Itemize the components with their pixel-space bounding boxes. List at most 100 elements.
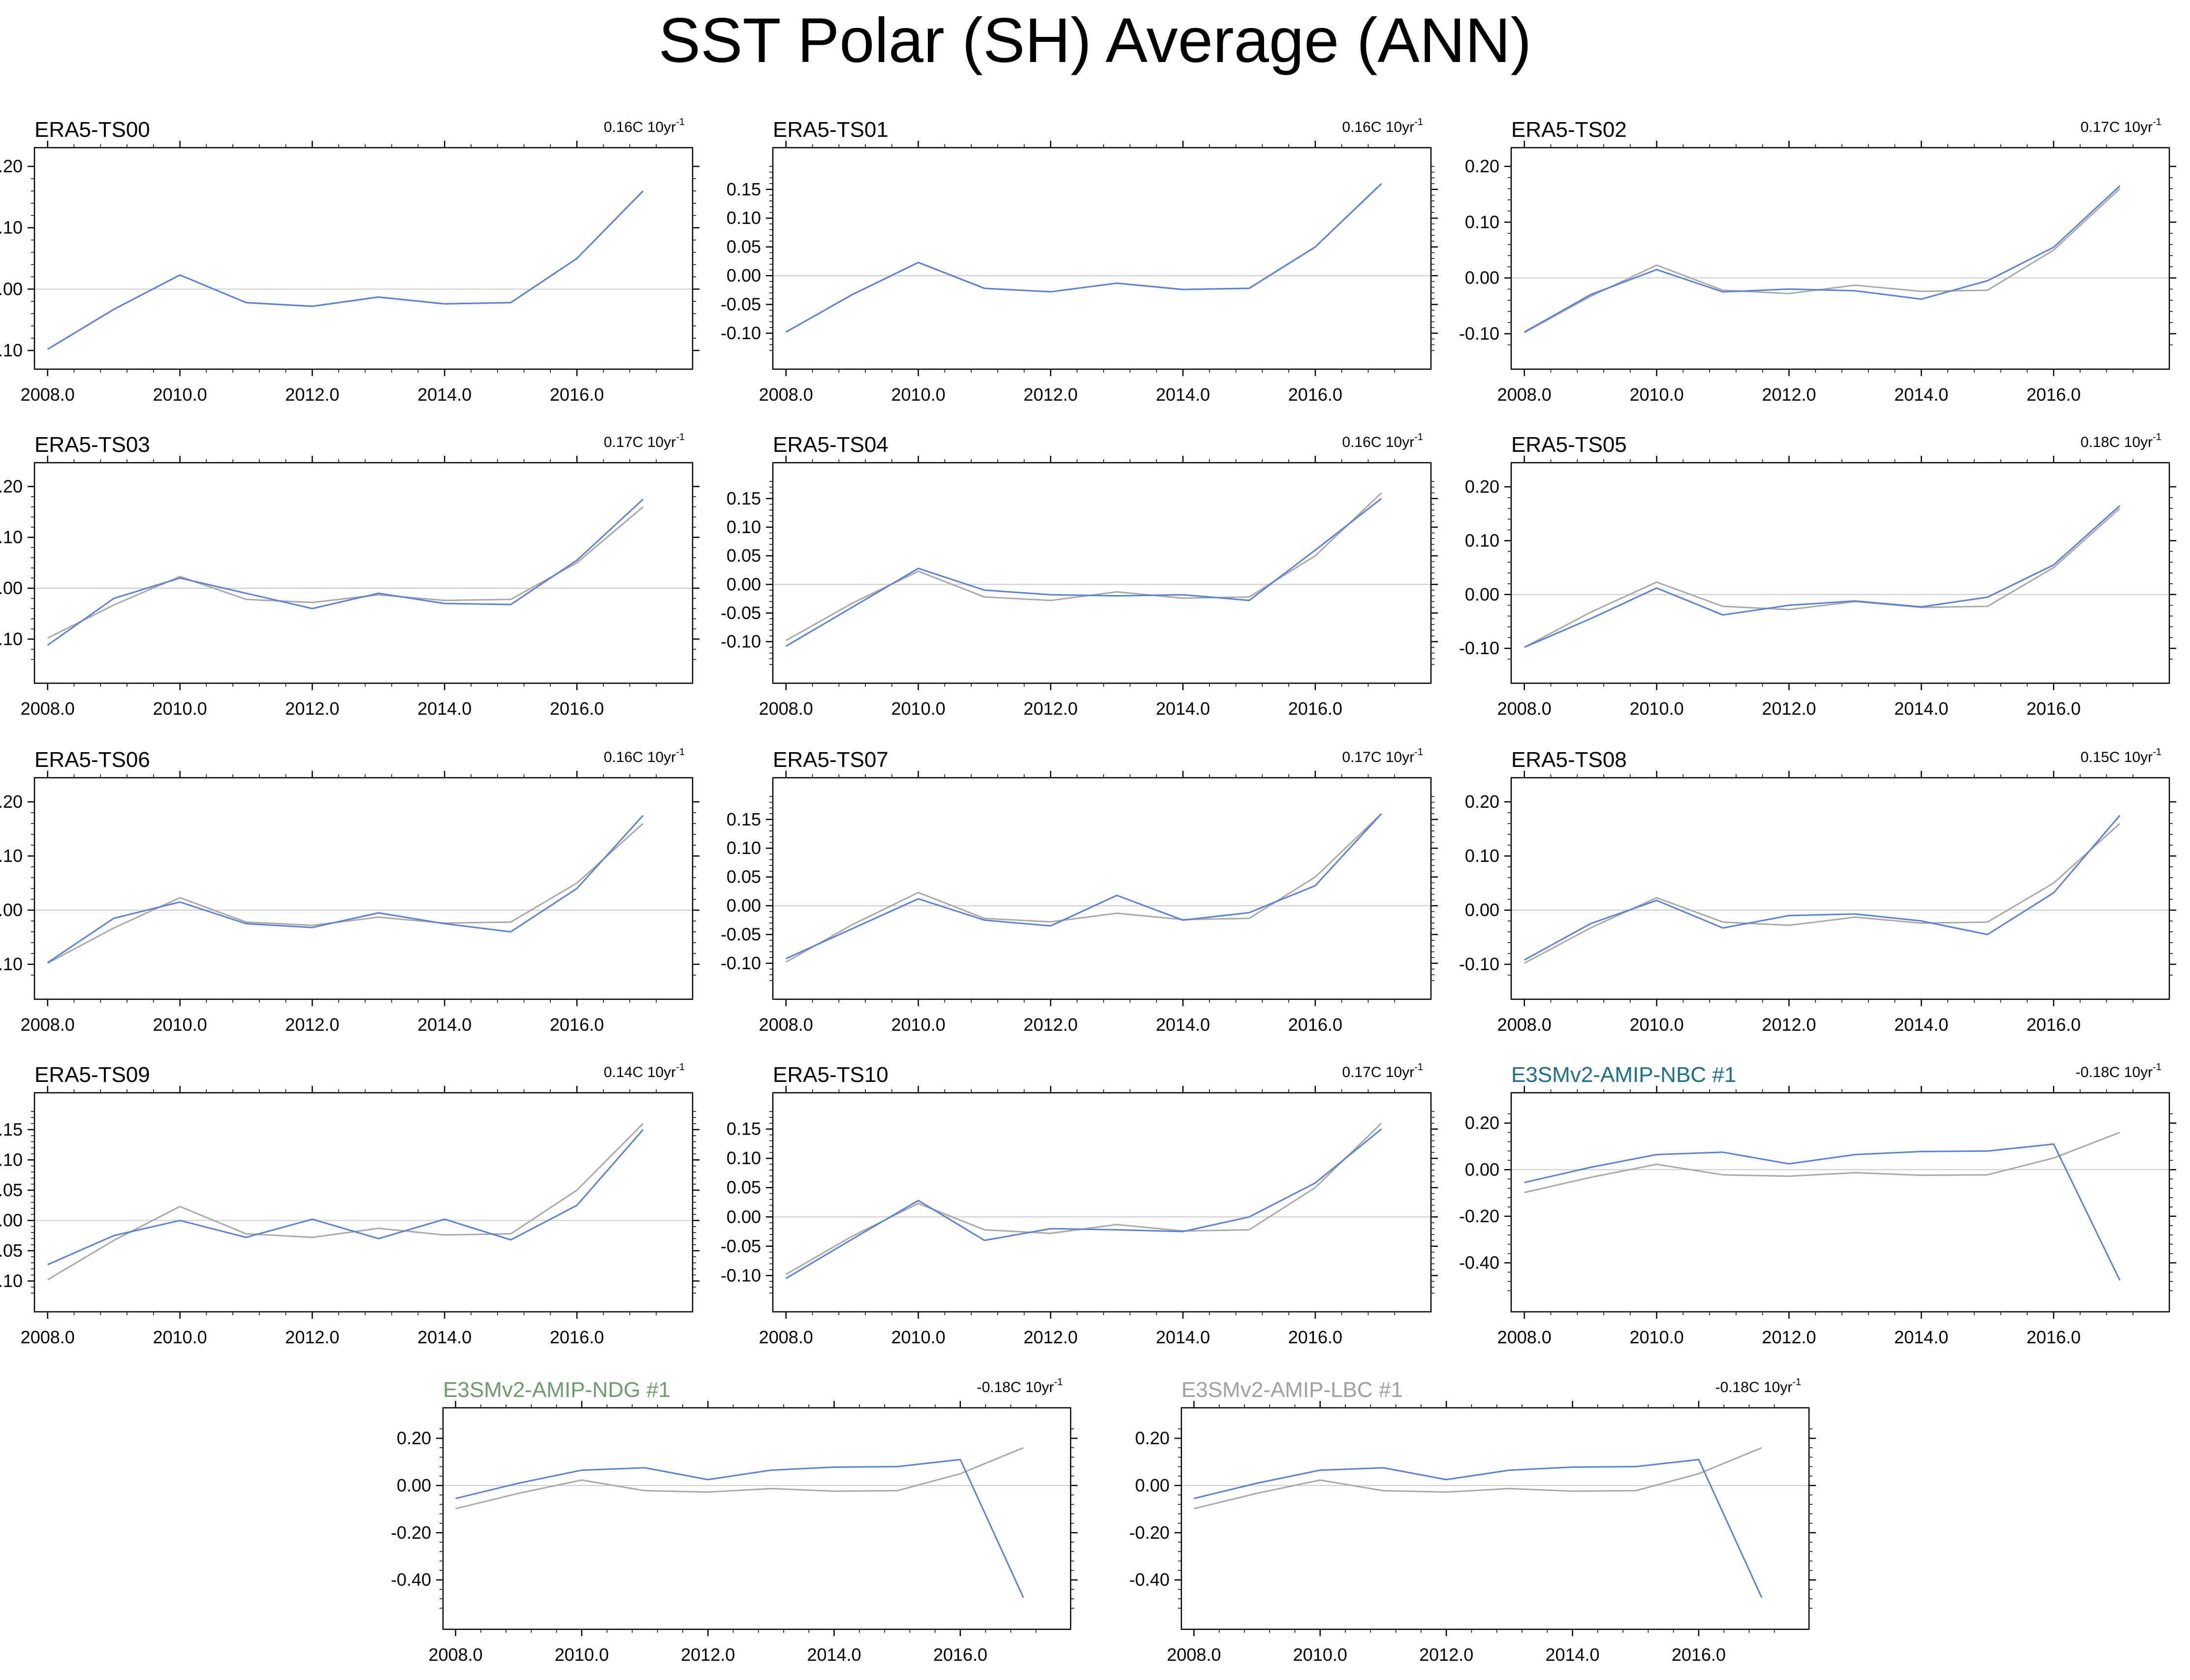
y-tick-label: 0.20 (0, 476, 23, 496)
panel-title: ERA5-TS03 (34, 433, 150, 457)
x-tick-label: 2012.0 (285, 698, 339, 719)
chart-panel: ERA5-TS08 0.15C 10yr-1 -0.10 0.00 0.10 0.20 20… (1459, 747, 2176, 1035)
series-line-reference (47, 1123, 644, 1281)
y-tick-label: 0.00 (397, 1475, 431, 1495)
y-tick-label: -0.05 (721, 1236, 761, 1256)
x-tick-label: 2014.0 (1545, 1645, 1599, 1665)
page-title: SST Polar (SH) Average (ANN) (658, 5, 1532, 76)
x-tick-label: 2016.0 (1288, 698, 1342, 719)
y-tick-label: 0.20 (0, 792, 23, 812)
series-line-reference (47, 190, 644, 350)
chart-panel: ERA5-TS09 0.14C 10yr-1 -0.10 -0.05 0.00 0.05 0… (0, 1062, 699, 1347)
trend-superscript: -1 (2153, 747, 2161, 758)
y-tick-label: -0.10 (721, 323, 761, 343)
y-tick-label: 0.10 (1465, 530, 1499, 550)
panel-title: E3SMv2-AMIP-NDG #1 (443, 1378, 670, 1402)
x-tick-label: 2008.0 (1497, 698, 1552, 719)
y-tick-label: 0.10 (0, 527, 23, 547)
y-tick-label: 0.00 (727, 1206, 761, 1227)
y-tick-label: -0.40 (1459, 1253, 1499, 1273)
y-tick-label: 0.10 (0, 846, 23, 866)
x-tick-label: 2010.0 (1629, 384, 1683, 405)
x-tick-label: 2008.0 (21, 1327, 75, 1347)
x-tick-label: 2008.0 (759, 1327, 813, 1347)
x-tick-label: 2014.0 (1894, 698, 1948, 719)
series-line-reference (1523, 188, 2121, 334)
trend-label: 0.17C 10yr-1 (2080, 117, 2161, 135)
x-tick-label: 2016.0 (933, 1645, 987, 1665)
plot-frame (33, 462, 694, 684)
x-tick-label: 2008.0 (1497, 384, 1552, 405)
series-line-reference (785, 813, 1382, 963)
y-tick-label: 0.20 (1465, 1113, 1499, 1133)
x-tick-label: 2016.0 (1288, 1327, 1342, 1347)
chart-panel: ERA5-TS07 0.17C 10yr-1 -0.10 -0.05 0.00 0.05 0… (721, 747, 1438, 1035)
plot-frame (1510, 1092, 2170, 1313)
x-tick-label: 2010.0 (1629, 1327, 1683, 1347)
series-line-model (1523, 185, 2121, 333)
y-tick-label: 0.05 (727, 237, 761, 257)
x-tick-label: 2012.0 (285, 384, 339, 405)
trend-superscript: -1 (2153, 1062, 2161, 1073)
x-tick-label: 2016.0 (550, 1327, 604, 1347)
chart-panel: E3SMv2-AMIP-NBC #1 -0.18C 10yr-1 -0.40 -0.2… (1459, 1062, 2176, 1347)
series-line-model (1524, 1143, 2121, 1281)
y-tick-label: 0.20 (397, 1428, 431, 1448)
y-tick-label: -0.40 (1129, 1570, 1170, 1590)
x-tick-label: 2012.0 (681, 1645, 735, 1665)
series-line-reference (1523, 823, 2121, 964)
plot-frame (33, 147, 694, 370)
x-tick-label: 2010.0 (153, 698, 207, 719)
trend-label: 0.14C 10yr-1 (603, 1062, 685, 1080)
x-tick-label: 2016.0 (1288, 384, 1342, 405)
y-tick-label: 0.00 (727, 574, 761, 594)
x-tick-label: 2014.0 (1894, 384, 1948, 405)
y-tick-label: -0.10 (1459, 323, 1499, 344)
plot-frame (33, 1092, 694, 1313)
x-tick-label: 2016.0 (2027, 698, 2081, 719)
y-tick-label: 0.10 (727, 838, 761, 858)
chart-panel: ERA5-TS05 0.18C 10yr-1 -0.10 0.00 0.10 0.20 20… (1459, 432, 2176, 719)
panel-title: ERA5-TS04 (773, 433, 889, 457)
x-tick-label: 2016.0 (2027, 1014, 2081, 1035)
y-tick-label: -0.05 (0, 1240, 23, 1261)
y-tick-label: 0.10 (1465, 846, 1499, 866)
series-line-reference (47, 823, 644, 964)
x-tick-label: 2016.0 (2027, 1327, 2081, 1347)
chart-panel: ERA5-TS00 0.16C 10yr-1 -0.10 0.00 0.10 0.20 20… (0, 117, 699, 405)
plot-frame (1510, 462, 2170, 684)
x-tick-label: 2012.0 (1419, 1645, 1473, 1665)
y-tick-label: -0.10 (1459, 954, 1499, 974)
x-tick-label: 2008.0 (21, 384, 75, 405)
series-line-model (47, 815, 644, 963)
y-tick-label: 0.00 (727, 895, 761, 916)
y-tick-label: 0.10 (0, 1149, 23, 1170)
trend-label: 0.16C 10yr-1 (1342, 432, 1423, 450)
x-tick-label: 2008.0 (759, 698, 813, 719)
y-tick-label: 0.15 (727, 809, 761, 829)
y-tick-label: 0.10 (727, 208, 761, 228)
y-tick-label: 0.00 (1465, 268, 1499, 288)
x-tick-label: 2014.0 (807, 1645, 861, 1665)
y-tick-label: 0.15 (727, 179, 761, 199)
plot-frame (1180, 1407, 1810, 1630)
y-tick-label: 0.10 (727, 517, 761, 537)
y-tick-label: -0.40 (391, 1570, 431, 1590)
trend-superscript: -1 (2153, 117, 2161, 127)
x-tick-label: 2010.0 (1629, 698, 1683, 719)
plot-frame (33, 777, 694, 1000)
series-line-reference (455, 1447, 1024, 1510)
x-tick-label: 2012.0 (1023, 698, 1078, 719)
y-tick-label: 0.00 (727, 265, 761, 285)
series-line-reference (47, 506, 644, 639)
chart-panel: ERA5-TS03 0.17C 10yr-1 -0.10 0.00 0.10 0.20 20… (0, 432, 699, 719)
y-tick-label: 0.15 (727, 1119, 761, 1139)
y-tick-label: 0.05 (727, 867, 761, 887)
panel-title: ERA5-TS10 (773, 1063, 889, 1087)
y-tick-label: 0.00 (1465, 584, 1499, 604)
y-tick-label: 0.00 (0, 1210, 23, 1230)
x-tick-label: 2014.0 (1156, 698, 1210, 719)
x-tick-label: 2012.0 (1023, 1014, 1078, 1035)
y-tick-label: -0.20 (1129, 1522, 1170, 1543)
series-line-reference (1194, 1447, 1762, 1510)
